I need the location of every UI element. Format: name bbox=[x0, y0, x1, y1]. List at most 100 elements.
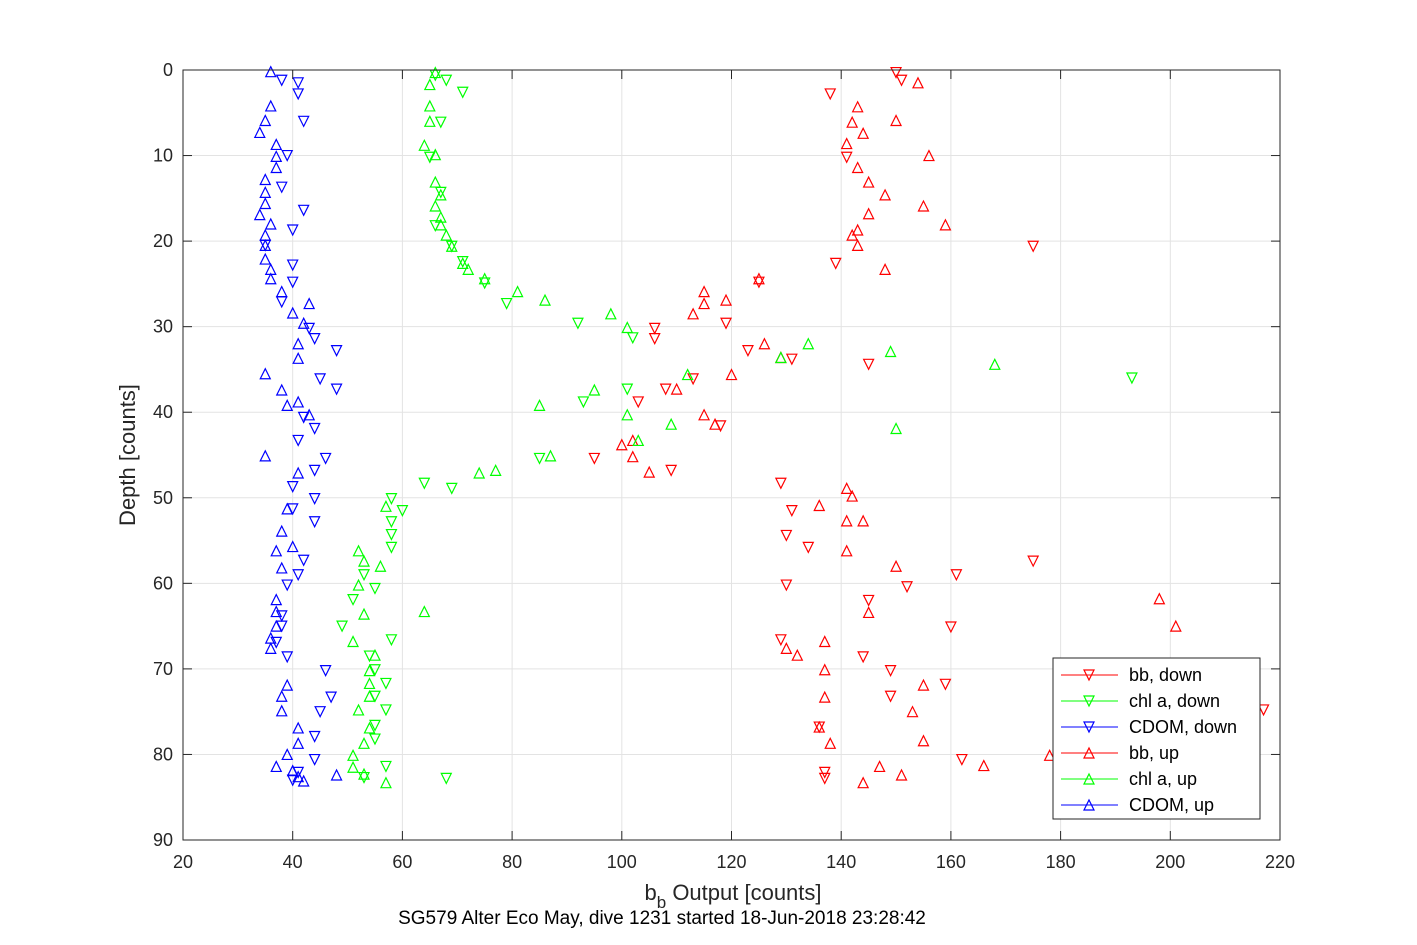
legend-item: chl a, down bbox=[1061, 691, 1220, 711]
x-tick-label: 20 bbox=[173, 852, 193, 872]
data-point bbox=[330, 768, 343, 781]
data-point bbox=[379, 704, 392, 717]
data-point bbox=[1257, 704, 1270, 717]
data-point bbox=[385, 516, 398, 529]
data-point bbox=[588, 383, 601, 396]
data-point bbox=[434, 116, 447, 129]
legend-label: CDOM, up bbox=[1129, 795, 1214, 815]
data-point bbox=[851, 161, 864, 174]
legend-marker bbox=[1083, 721, 1095, 734]
data-point bbox=[478, 277, 491, 290]
x-axis-label: bb Output [counts] bbox=[644, 880, 821, 912]
data-point bbox=[511, 285, 524, 298]
data-point bbox=[330, 383, 343, 396]
data-point bbox=[665, 417, 678, 430]
data-point bbox=[292, 770, 305, 783]
data-point bbox=[648, 333, 661, 345]
data-point bbox=[1027, 240, 1040, 253]
data-point bbox=[533, 452, 546, 465]
data-point bbox=[275, 74, 288, 87]
x-tick-label: 120 bbox=[716, 852, 746, 872]
data-point bbox=[720, 293, 732, 306]
data-point bbox=[358, 554, 370, 567]
data-point bbox=[890, 66, 903, 79]
data-point bbox=[319, 452, 332, 465]
x-axis-label-main: b bbox=[644, 880, 656, 905]
data-point bbox=[347, 635, 360, 648]
data-point bbox=[774, 351, 787, 364]
data-point bbox=[687, 373, 700, 386]
data-point bbox=[297, 316, 310, 329]
data-point bbox=[270, 593, 283, 606]
data-point bbox=[829, 257, 842, 270]
data-point bbox=[1043, 748, 1056, 761]
data-point bbox=[330, 345, 343, 357]
data-point bbox=[621, 383, 634, 396]
data-point bbox=[944, 621, 957, 634]
data-point bbox=[632, 396, 645, 409]
legend: bb, down chl a, down CDOM, down bb, up chl a… bbox=[1052, 657, 1261, 820]
data-point bbox=[846, 228, 859, 241]
data-point bbox=[456, 257, 469, 269]
data-point bbox=[533, 399, 546, 411]
data-point bbox=[1027, 555, 1040, 568]
data-point bbox=[264, 99, 277, 112]
y-tick-label: 50 bbox=[153, 488, 173, 508]
data-point bbox=[840, 482, 853, 494]
data-point bbox=[292, 395, 305, 408]
legend-box bbox=[1052, 657, 1261, 820]
data-point bbox=[879, 188, 892, 201]
data-point bbox=[862, 606, 875, 619]
data-point bbox=[785, 505, 798, 517]
data-point bbox=[358, 767, 370, 780]
data-point bbox=[264, 642, 277, 654]
data-point bbox=[626, 450, 639, 463]
data-point bbox=[434, 210, 447, 223]
data-point bbox=[840, 137, 853, 150]
data-point bbox=[862, 175, 875, 188]
data-point bbox=[774, 634, 787, 647]
data-point bbox=[308, 333, 321, 345]
data-point bbox=[846, 489, 859, 502]
data-point bbox=[379, 776, 392, 789]
data-point bbox=[862, 207, 875, 220]
data-point bbox=[369, 719, 381, 732]
data-point bbox=[851, 239, 864, 251]
data-point bbox=[286, 306, 299, 319]
data-point bbox=[281, 149, 294, 162]
data-point bbox=[440, 772, 453, 785]
legend-label: CDOM, down bbox=[1129, 717, 1237, 737]
data-point bbox=[347, 593, 360, 606]
data-point bbox=[423, 114, 436, 127]
y-tick-label: 0 bbox=[163, 60, 173, 80]
data-point bbox=[939, 678, 952, 691]
data-point bbox=[977, 759, 990, 772]
data-point bbox=[292, 466, 305, 479]
data-point bbox=[615, 438, 628, 451]
legend-marker bbox=[1083, 772, 1095, 785]
data-point bbox=[802, 541, 815, 554]
data-point bbox=[659, 383, 672, 396]
data-point bbox=[429, 199, 442, 212]
data-point bbox=[429, 148, 442, 161]
data-point bbox=[445, 239, 458, 252]
data-point bbox=[604, 307, 617, 320]
data-point bbox=[286, 224, 299, 237]
data-point bbox=[423, 151, 436, 164]
data-point bbox=[352, 703, 365, 716]
data-point bbox=[846, 115, 859, 128]
data-point bbox=[429, 175, 442, 188]
data-point bbox=[1153, 592, 1166, 605]
data-point bbox=[818, 766, 831, 779]
x-tick-label: 160 bbox=[936, 852, 966, 872]
x-tick-label: 140 bbox=[826, 852, 856, 872]
data-point bbox=[259, 239, 272, 251]
data-point bbox=[824, 736, 837, 749]
data-point bbox=[281, 579, 294, 592]
data-point bbox=[308, 493, 321, 505]
data-point bbox=[314, 706, 327, 719]
data-point bbox=[363, 664, 376, 677]
data-point bbox=[462, 263, 475, 275]
data-point bbox=[259, 197, 272, 210]
data-point bbox=[286, 276, 299, 289]
